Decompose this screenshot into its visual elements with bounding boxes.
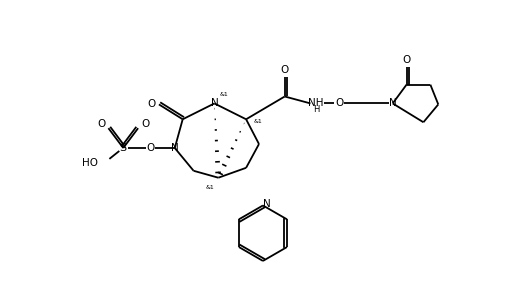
Text: H: H [313, 105, 320, 114]
Text: O: O [403, 55, 411, 65]
Text: &1: &1 [220, 92, 229, 97]
Text: O: O [97, 119, 106, 129]
Text: S: S [120, 143, 127, 153]
Text: HO: HO [82, 158, 97, 168]
Text: NH: NH [308, 99, 323, 108]
Text: N: N [263, 200, 271, 210]
Text: N: N [210, 99, 218, 108]
Text: O: O [281, 65, 289, 75]
Text: O: O [148, 99, 156, 110]
Text: N: N [389, 99, 397, 108]
Text: N: N [171, 143, 179, 153]
Text: &1: &1 [206, 185, 215, 190]
Text: &1: &1 [253, 119, 262, 124]
Text: O: O [141, 119, 149, 129]
Text: O: O [335, 99, 343, 108]
Text: O: O [146, 143, 154, 153]
